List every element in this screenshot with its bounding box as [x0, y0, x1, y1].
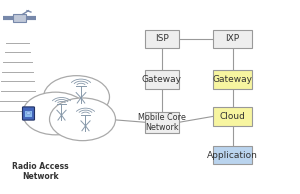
- Text: Gateway: Gateway: [142, 75, 182, 84]
- FancyBboxPatch shape: [213, 30, 252, 48]
- FancyBboxPatch shape: [145, 112, 179, 133]
- Bar: [25, 111, 32, 117]
- Text: Gateway: Gateway: [212, 75, 253, 84]
- FancyBboxPatch shape: [213, 146, 252, 164]
- Circle shape: [22, 92, 88, 135]
- Circle shape: [26, 112, 31, 114]
- FancyBboxPatch shape: [145, 30, 179, 48]
- Text: ISP: ISP: [155, 34, 169, 43]
- Text: Mobile Core
Network: Mobile Core Network: [138, 113, 186, 132]
- FancyBboxPatch shape: [22, 107, 34, 120]
- Text: Radio Access
Network: Radio Access Network: [12, 162, 69, 181]
- FancyBboxPatch shape: [213, 70, 252, 89]
- FancyBboxPatch shape: [13, 14, 26, 22]
- Text: Cloud: Cloud: [220, 112, 245, 121]
- FancyBboxPatch shape: [213, 107, 252, 126]
- Text: Application: Application: [207, 151, 258, 160]
- FancyBboxPatch shape: [145, 70, 179, 89]
- Circle shape: [44, 76, 110, 118]
- Text: IXP: IXP: [225, 34, 240, 43]
- Circle shape: [50, 98, 116, 141]
